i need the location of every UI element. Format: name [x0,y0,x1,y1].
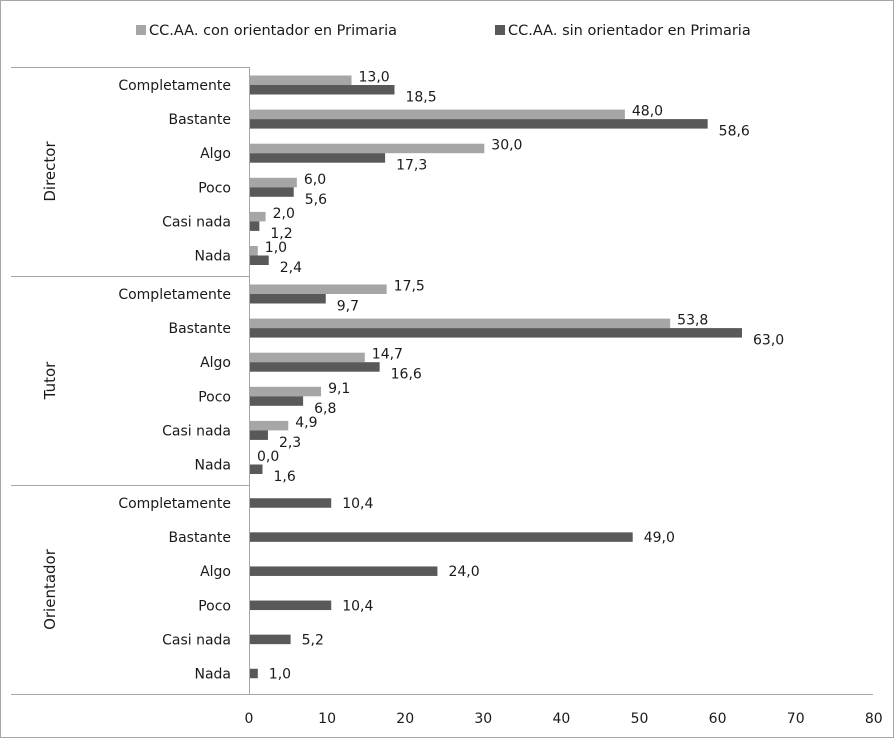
data-label: 10,4 [342,496,373,512]
category-label: Bastante [168,112,231,128]
category-label: Nada [194,667,231,683]
category-label: Casi nada [162,632,231,648]
data-label: 6,0 [304,172,326,188]
data-label: 0,0 [257,449,279,465]
bar [250,211,266,222]
bar [250,85,395,95]
bar [250,246,258,256]
x-tick-label: 20 [396,711,414,727]
data-label: 4,9 [295,415,317,431]
data-label: 17,5 [394,279,425,295]
data-label: 18,5 [405,90,436,106]
data-label: 2,3 [279,435,301,451]
bar [250,430,268,440]
data-label: 2,0 [273,206,295,222]
category-label: Poco [198,180,231,196]
bar [250,221,260,231]
category-label: Nada [194,458,231,474]
category-label: Poco [198,389,231,405]
group-label: Orientador [41,548,59,630]
data-label: 53,8 [677,313,708,329]
x-tick-label: 10 [318,711,336,727]
data-label: 10,4 [342,598,373,614]
bar [250,284,387,294]
bar [250,75,352,85]
x-tick-label: 50 [631,711,649,727]
bar [250,668,258,679]
data-label: 1,0 [269,667,291,683]
x-tick-label: 0 [245,711,254,727]
bar [250,352,365,363]
x-tick-label: 40 [552,711,570,727]
data-label: 5,2 [302,632,324,648]
group-label: Director [41,141,59,202]
data-label: 49,0 [644,530,675,546]
legend-swatch [136,25,146,35]
data-label: 1,6 [273,469,295,485]
bar [250,566,438,576]
legend-label: CC.AA. con orientador en Primaria [149,23,397,39]
data-label: 17,3 [396,158,427,174]
bar [250,187,294,197]
data-label: 14,7 [372,347,403,363]
x-tick-label: 60 [709,711,727,727]
data-label: 48,0 [632,104,663,120]
data-label: 1,2 [270,226,292,242]
category-label: Casi nada [162,214,231,230]
bar [250,328,743,338]
bar [250,177,297,188]
bar [250,420,289,431]
data-label: 24,0 [448,564,479,580]
category-label: Casi nada [162,423,231,439]
category-label: Completamente [118,78,231,94]
bar [250,109,625,120]
category-label: Completamente [118,287,231,303]
category-label: Algo [200,146,231,162]
category-label: Bastante [168,530,231,546]
bar [250,600,332,611]
data-label: 2,4 [280,260,302,276]
legend-label: CC.AA. sin orientador en Primaria [508,23,751,39]
bar [250,255,269,265]
legend-swatch [495,25,505,35]
bar [250,362,380,372]
category-label: Algo [200,564,231,580]
data-label: 63,0 [753,333,784,349]
data-label: 58,6 [719,124,750,140]
bar [250,498,332,508]
data-label: 1,0 [265,240,287,256]
x-tick-label: 70 [787,711,805,727]
data-label: 30,0 [491,138,522,154]
data-label: 9,7 [337,299,359,315]
data-label: 13,0 [359,70,390,86]
data-label: 6,8 [314,401,336,417]
bar [250,396,304,406]
category-label: Completamente [118,496,231,512]
bar [250,119,708,129]
category-label: Algo [200,355,231,371]
x-tick-label: 30 [474,711,492,727]
bar [250,153,386,163]
data-label: 16,6 [391,367,422,383]
bar [250,318,671,329]
category-label: Poco [198,598,231,614]
group-label: Tutor [41,361,59,400]
x-tick-label: 80 [865,711,883,727]
bar [250,464,263,474]
bar [250,143,485,154]
data-label: 9,1 [328,381,350,397]
category-label: Nada [194,249,231,265]
bar [250,386,322,397]
bar [250,294,326,304]
bar [250,634,291,645]
data-label: 5,6 [305,192,327,208]
category-label: Bastante [168,321,231,337]
bar [250,532,633,542]
